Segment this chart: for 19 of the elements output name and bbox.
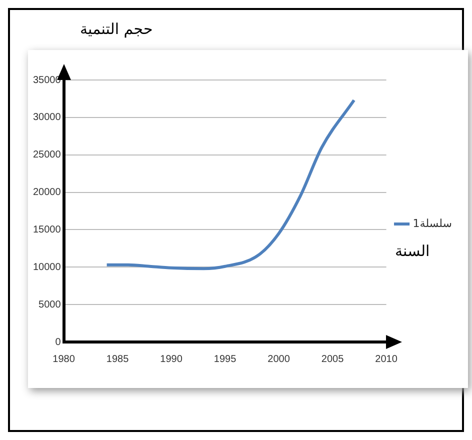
line-series <box>105 98 356 270</box>
y-tick-label: 15000 <box>32 224 62 236</box>
y-tick-label: 30000 <box>32 112 62 124</box>
y-tick-label: 0 <box>55 336 62 348</box>
y-tick-label: 35000 <box>32 74 62 86</box>
x-tick-label: 1995 <box>214 354 237 365</box>
legend-label: سلسلة1 <box>412 216 452 230</box>
y-tick-label: 10000 <box>32 262 62 273</box>
x-tick-label: 2000 <box>268 354 290 365</box>
x-tick-label: 2010 <box>375 354 398 365</box>
x-axis-title: السنة <box>395 242 430 260</box>
y-axis-title: حجم التنمية <box>80 20 153 38</box>
y-tick-label: 5000 <box>38 299 62 310</box>
y-tick-label: 20000 <box>32 187 62 198</box>
x-tick-label: 1990 <box>160 354 183 365</box>
x-tick-label: 1980 <box>52 354 76 365</box>
y-tick-label: 25000 <box>32 150 62 161</box>
x-tick-label: 1985 <box>106 354 130 365</box>
x-tick-label: 2005 <box>321 354 344 365</box>
